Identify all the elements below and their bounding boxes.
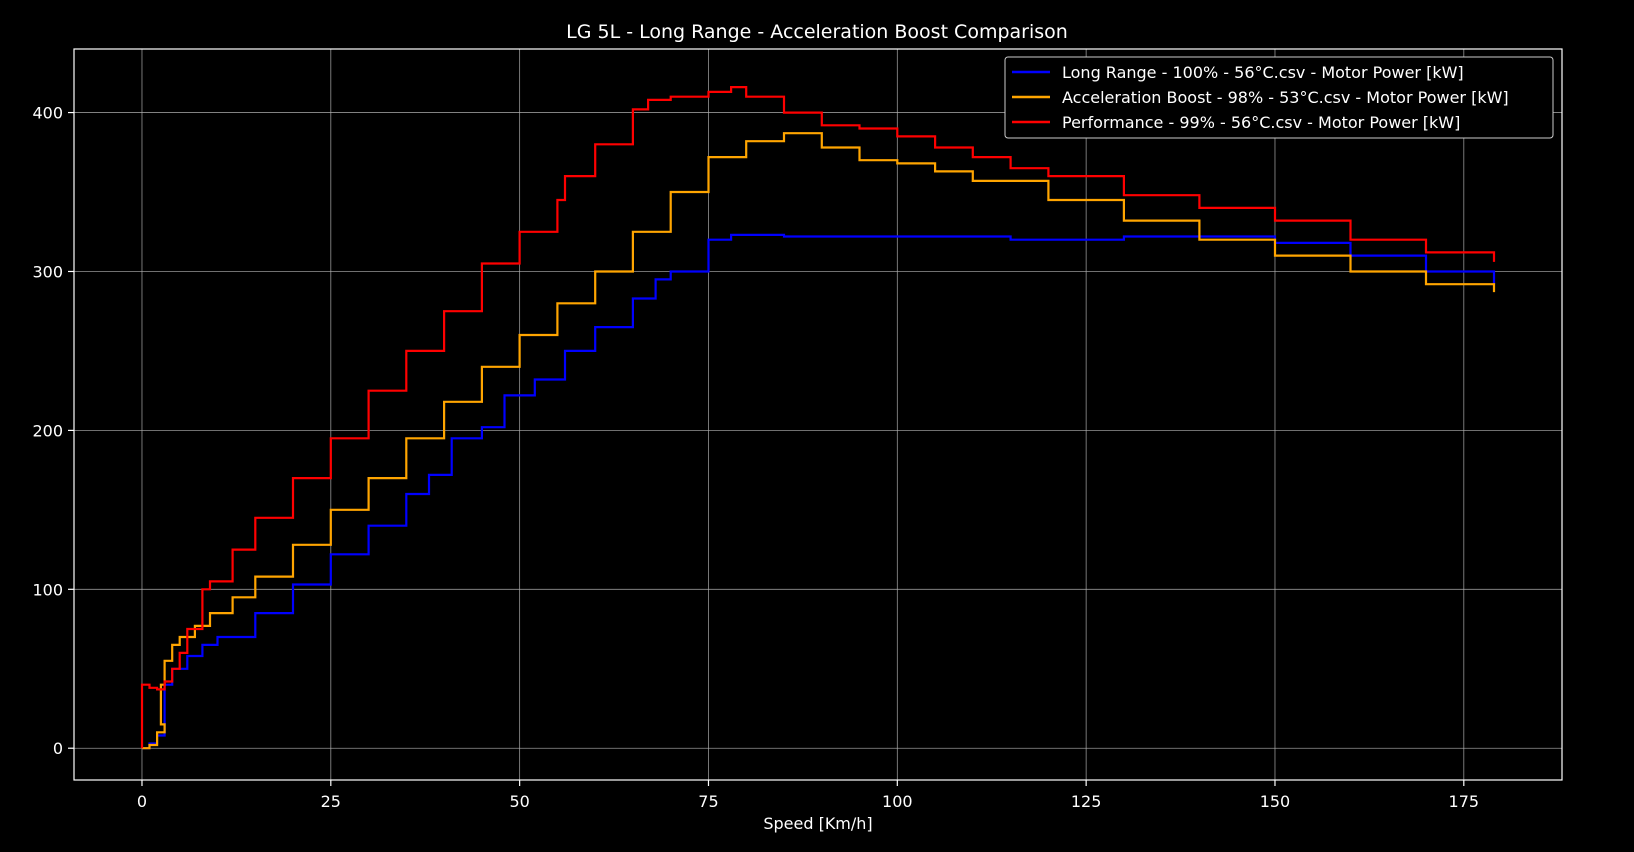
x-tick-label: 25 (321, 792, 341, 811)
x-tick-label: 50 (509, 792, 529, 811)
x-axis-ticks: 0 25 50 75 100 125 150 175 (137, 780, 1479, 811)
x-tick-label: 100 (882, 792, 913, 811)
legend-entry-performance: Performance - 99% - 56°C.csv - Motor Pow… (1062, 113, 1460, 132)
x-axis-label: Speed [Km/h] (763, 814, 872, 833)
x-tick-label: 0 (137, 792, 147, 811)
plot-frame (73, 48, 1563, 781)
y-tick-label: 400 (32, 104, 63, 123)
legend-entry-long-range: Long Range - 100% - 56°C.csv - Motor Pow… (1062, 63, 1464, 82)
y-tick-label: 300 (32, 262, 63, 281)
x-tick-label: 75 (698, 792, 718, 811)
x-tick-label: 150 (1260, 792, 1291, 811)
y-tick-label: 100 (32, 580, 63, 599)
grid (74, 49, 1562, 780)
series-line-performance (140, 86, 1496, 749)
legend: Long Range - 100% - 56°C.csv - Motor Pow… (1004, 56, 1554, 139)
x-tick-label: 125 (1071, 792, 1102, 811)
y-tick-label: 200 (32, 421, 63, 440)
series-line-acceleration-boost (142, 132, 1496, 750)
series-lines (140, 86, 1496, 750)
x-tick-label: 175 (1449, 792, 1480, 811)
chart-title: LG 5L - Long Range - Acceleration Boost … (566, 21, 1068, 43)
legend-box (1004, 56, 1554, 139)
series-line-long-range (142, 233, 1496, 750)
y-axis-ticks: 0 100 200 300 400 (32, 104, 74, 758)
y-tick-label: 0 (53, 739, 63, 758)
legend-entry-acceleration-boost: Acceleration Boost - 98% - 53°C.csv - Mo… (1062, 88, 1509, 107)
